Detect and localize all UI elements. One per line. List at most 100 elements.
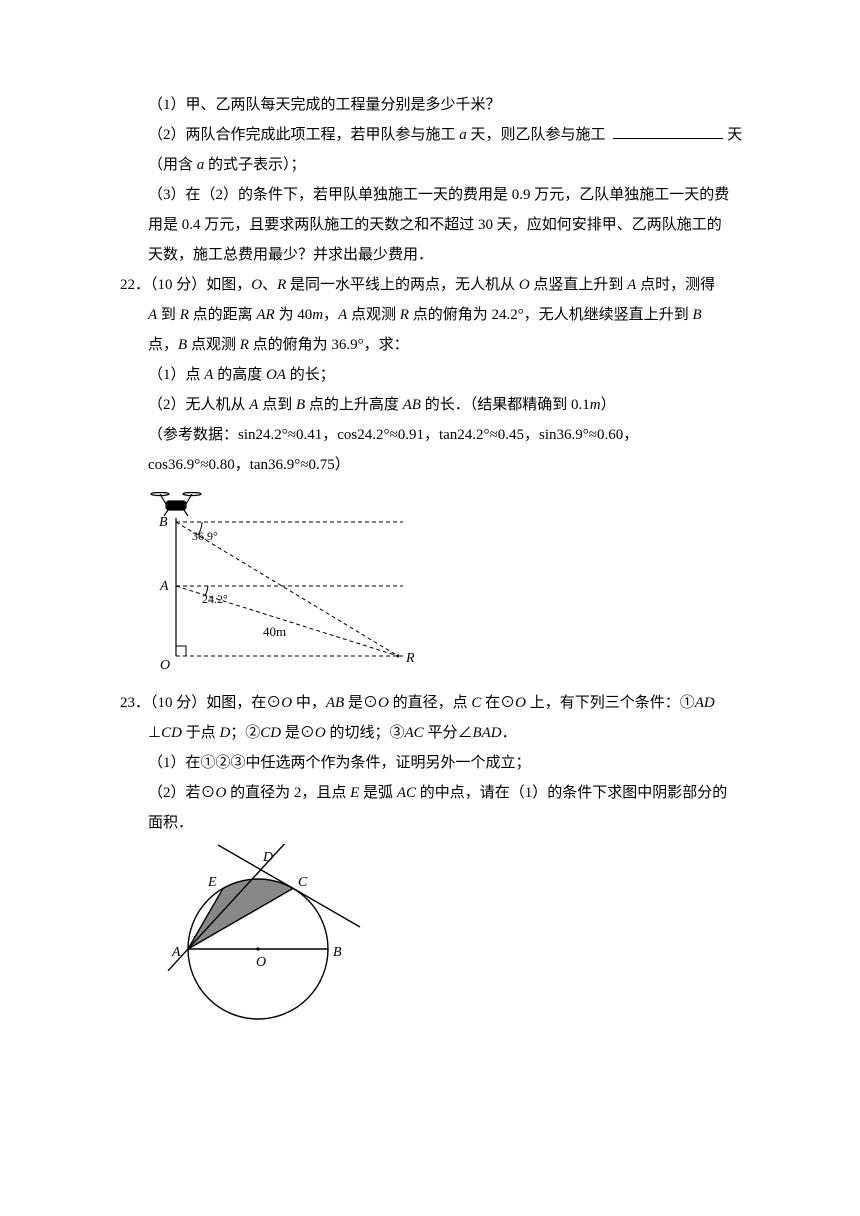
text: 点的俯角为 36.9°，求： — [249, 337, 409, 353]
text: 点的上升高度 — [305, 397, 403, 413]
pt-E: E — [350, 785, 359, 801]
seg-CD: CD — [161, 725, 182, 741]
text: ；② — [230, 725, 260, 741]
seg-AR: AR — [256, 307, 274, 323]
q21-part3-l2: 用是 0.4 万元，且要求两队施工的天数之和不超过 30 天，应如何安排甲、乙两… — [120, 210, 760, 240]
text: 天，则乙队参与施工 — [467, 127, 610, 143]
seg-AD: AD — [695, 695, 715, 711]
seg-AC: AC — [397, 785, 416, 801]
text: 点观测 — [187, 337, 240, 353]
pt-O: O — [216, 785, 227, 801]
q23-part1: （1）在①②③中任选两个作为条件，证明另外一个成立； — [120, 748, 760, 778]
svg-text:24.2°: 24.2° — [202, 592, 228, 606]
pt-O: O — [251, 277, 262, 293]
q21-part3-l3: 天数，施工总费用最少？并求出最少费用． — [120, 240, 760, 270]
pt-A: A — [627, 277, 636, 293]
text: 点竖直上升到 — [530, 277, 628, 293]
text: 为 40 — [275, 307, 313, 323]
text: 的长； — [286, 367, 335, 383]
text: 是弧 — [359, 785, 397, 801]
q23-l2: ⊥CD 于点 D；②CD 是⊙O 的切线；③AC 平分∠BAD． — [120, 718, 760, 748]
svg-text:B: B — [333, 945, 342, 960]
pt-O: O — [515, 695, 526, 711]
q22-ref1: （参考数据：sin24.2°≈0.41，cos24.2°≈0.91，tan24.… — [120, 420, 760, 450]
text: 点到 — [258, 397, 296, 413]
pt-O: O — [315, 725, 326, 741]
text: 是同一水平线上的两点，无人机从 — [286, 277, 519, 293]
pt-D: D — [219, 725, 230, 741]
text: 的切线；③ — [326, 725, 405, 741]
seg-AB: AB — [403, 397, 421, 413]
text: 点观测 — [347, 307, 400, 323]
text: ） — [601, 397, 616, 413]
text: 点， — [148, 337, 178, 353]
q22-ref2: cos36.9°≈0.80，tan36.9°≈0.75） — [120, 450, 760, 480]
text: 是⊙ — [281, 725, 315, 741]
seg-AC: AC — [405, 725, 424, 741]
q23-part2-l2: 面积． — [120, 808, 760, 838]
svg-text:R: R — [405, 651, 415, 666]
pt-R: R — [277, 277, 286, 293]
text: 点的距离 — [189, 307, 257, 323]
text: ， — [323, 307, 338, 323]
q21-part1: （1）甲、乙两队每天完成的工程量分别是多少千米？ — [120, 90, 760, 120]
text: 在⊙ — [481, 695, 515, 711]
svg-text:40m: 40m — [263, 624, 286, 639]
pt-A: A — [148, 307, 157, 323]
text: 的中点，请在（1）的条件下求图中阴影部分的 — [416, 785, 727, 801]
ang-BAD: BAD — [472, 725, 501, 741]
drone-diagram-icon: B A O R 36.9° 24.2° 40m — [148, 486, 428, 671]
pt-O: O — [378, 695, 389, 711]
text: （2）若⊙ — [148, 785, 216, 801]
text: 到 — [157, 307, 180, 323]
text: 是⊙ — [344, 695, 378, 711]
q22-part2: （2）无人机从 A 点到 B 点的上升高度 AB 的长．（结果都精确到 0.1m… — [120, 390, 760, 420]
text: 点时，测得 — [636, 277, 715, 293]
text: 的直径为 2，且点 — [226, 785, 350, 801]
svg-text:D: D — [262, 850, 273, 865]
q21-part2b: （用含 a 的式子表示）； — [120, 150, 760, 180]
text: 22．（10 分）如图， — [120, 277, 251, 293]
text: 中， — [292, 695, 326, 711]
pt-B: B — [692, 307, 701, 323]
text: 天 — [727, 127, 742, 143]
svg-text:C: C — [298, 875, 308, 890]
svg-text:O: O — [256, 955, 266, 970]
text: 的长．（结果都精确到 0.1 — [421, 397, 590, 413]
seg-OA: OA — [266, 367, 286, 383]
svg-text:36.9°: 36.9° — [192, 529, 218, 543]
svg-text:A: A — [171, 945, 181, 960]
pt-R: R — [400, 307, 409, 323]
text: 平分∠ — [424, 725, 473, 741]
pt-B: B — [178, 337, 187, 353]
text: 的直径，点 — [389, 695, 472, 711]
q22-figure: B A O R 36.9° 24.2° 40m — [148, 486, 760, 682]
text: 点的俯角为 24.2°，无人机继续竖直上升到 — [409, 307, 693, 323]
pt-B: B — [296, 397, 305, 413]
pt-C: C — [471, 695, 481, 711]
svg-text:E: E — [207, 875, 217, 890]
svg-text:B: B — [159, 515, 168, 530]
seg-AB: AB — [326, 695, 344, 711]
svg-text:O: O — [160, 658, 170, 671]
var-a: a — [459, 127, 467, 143]
text: 23．（10 分）如图，在⊙ — [120, 695, 281, 711]
q23-figure: A B C D E O — [148, 844, 760, 1035]
text: （2）无人机从 — [148, 397, 249, 413]
text: 的式子表示）； — [204, 157, 305, 173]
circle-diagram-icon: A B C D E O — [148, 844, 378, 1024]
q21-part2: （2）两队合作完成此项工程，若甲队参与施工 a 天，则乙队参与施工 天 — [120, 120, 760, 150]
seg-CD: CD — [260, 725, 281, 741]
pt-O: O — [281, 695, 292, 711]
q21-part3-l1: （3）在（2）的条件下，若甲队单独施工一天的费用是 0.9 万元，乙队单独施工一… — [120, 180, 760, 210]
q22-l3: 点，B 点观测 R 点的俯角为 36.9°，求： — [120, 330, 760, 360]
pt-R: R — [240, 337, 249, 353]
text: 的高度 — [213, 367, 266, 383]
text: ⊥ — [148, 725, 161, 741]
blank-field[interactable] — [613, 124, 723, 139]
text: 于点 — [182, 725, 220, 741]
q22-part1: （1）点 A 的高度 OA 的长； — [120, 360, 760, 390]
text: 、 — [262, 277, 277, 293]
text: （1）点 — [148, 367, 204, 383]
q22-head: 22．（10 分）如图，O、R 是同一水平线上的两点，无人机从 O 点竖直上升到… — [120, 270, 760, 300]
